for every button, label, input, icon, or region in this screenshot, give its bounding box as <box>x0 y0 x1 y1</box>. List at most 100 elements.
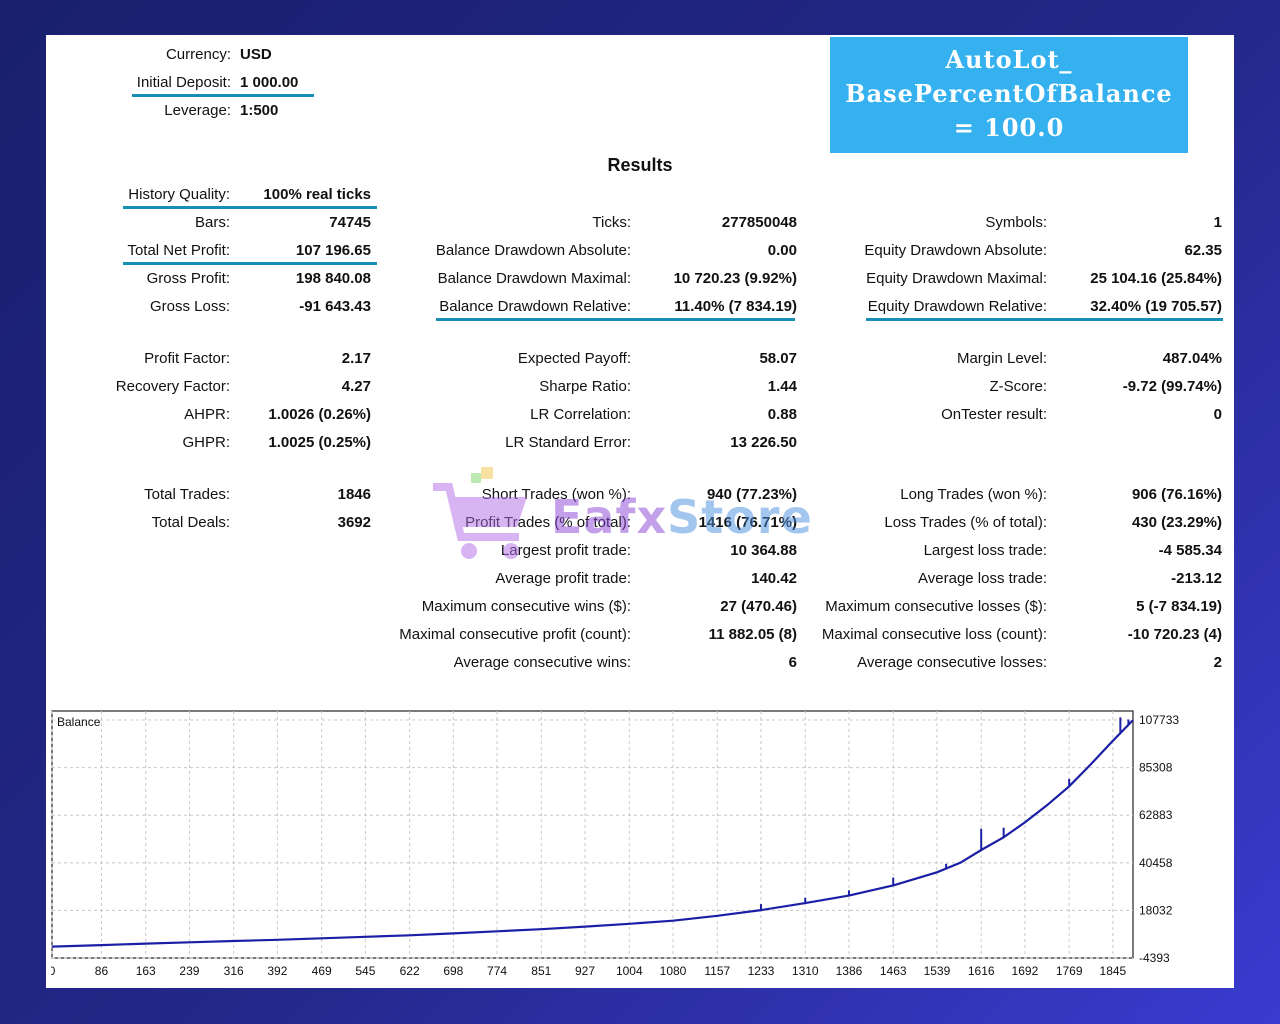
results-title: Results <box>607 155 673 175</box>
avg-cons-wins-label: Average consecutive wins: <box>453 654 631 671</box>
profit-factor-value: 2.17 <box>341 350 371 367</box>
net-profit-value: 107 196.65 <box>295 242 371 259</box>
total-trades-label: Total Trades: <box>144 486 230 503</box>
badge-line-3: = 100.0 <box>953 113 1065 142</box>
x-tick-label: 163 <box>136 964 156 978</box>
x-tick-label: 392 <box>267 964 287 978</box>
x-tick-label: 239 <box>179 964 199 978</box>
lr-standard-error-value: 13 226.50 <box>730 434 797 451</box>
x-tick-label: 1769 <box>1056 964 1083 978</box>
margin-level-value: 487.04% <box>1162 350 1222 367</box>
avg-profit-label: Average profit trade: <box>495 570 631 587</box>
x-tick-label: 469 <box>312 964 332 978</box>
x-tick-label: 1233 <box>748 964 775 978</box>
x-tick-label: 1463 <box>880 964 907 978</box>
x-tick-label: 1616 <box>968 964 995 978</box>
plot-area <box>51 710 1134 959</box>
balance-dd-relative-label: Balance Drawdown Relative: <box>439 298 631 315</box>
x-tick-label: 1080 <box>660 964 687 978</box>
ontester-label: OnTester result: <box>941 406 1047 423</box>
long-trades-value: 906 (76.16%) <box>1131 486 1222 503</box>
net-profit-underline <box>123 262 377 265</box>
y-tick-label: 40458 <box>1139 856 1173 870</box>
balance-chart: Balance 0 86 163 239 316 392 469 545 622 698 774 851… <box>49 710 1181 985</box>
ahpr-label: AHPR: <box>184 406 230 423</box>
bars-label: Bars: <box>194 214 230 231</box>
net-profit-label: Total Net Profit: <box>127 242 230 259</box>
max-cons-losses-value: 5 (-7 834.19) <box>1136 598 1222 615</box>
lr-standard-error-label: LR Standard Error: <box>505 434 631 451</box>
balance-dd-absolute-value: 0.00 <box>767 242 797 259</box>
ghpr-value: 1.0025 (0.25%) <box>268 434 371 451</box>
currency-label: Currency: <box>165 46 231 63</box>
ontester-value: 0 <box>1213 406 1222 423</box>
avg-loss-label: Average loss trade: <box>918 570 1047 587</box>
largest-loss-label: Largest loss trade: <box>923 542 1047 559</box>
maximal-cons-profit-value: 11 882.05 (8) <box>708 626 797 643</box>
balance-dd-absolute-label: Balance Drawdown Absolute: <box>435 242 631 259</box>
equity-dd-absolute-value: 62.35 <box>1184 242 1222 259</box>
expected-payoff-label: Expected Payoff: <box>517 350 631 367</box>
deposit-value: 1 000.00 <box>240 74 299 91</box>
z-score-value: -9.72 (99.74%) <box>1122 378 1222 395</box>
gross-loss-label: Gross Loss: <box>149 298 230 315</box>
max-cons-wins-label: Maximum consecutive wins ($): <box>421 598 631 615</box>
x-tick-label: 545 <box>355 964 375 978</box>
history-quality-underline <box>123 206 377 209</box>
symbols-label: Symbols: <box>985 214 1047 231</box>
report-panel: Currency: USD Initial Deposit: 1 000.00 … <box>46 35 1234 988</box>
balance-dd-maximal-value: 10 720.23 (9.92%) <box>673 270 797 287</box>
gross-profit-label: Gross Profit: <box>146 270 230 287</box>
x-tick-label: 1845 <box>1100 964 1127 978</box>
short-trades-label: Short Trades (won %): <box>481 486 631 503</box>
expected-payoff-value: 58.07 <box>759 350 797 367</box>
bars-value: 74745 <box>329 214 371 231</box>
loss-trades-label: Loss Trades (% of total): <box>884 514 1047 531</box>
x-tick-label: 1310 <box>792 964 819 978</box>
profit-factor-label: Profit Factor: <box>144 350 230 367</box>
avg-cons-losses-label: Average consecutive losses: <box>857 654 1047 671</box>
parameter-badge: AutoLot_ BasePercentOfBalance = 100.0 <box>830 37 1188 153</box>
x-tick-label: 1692 <box>1012 964 1039 978</box>
x-tick-label: 622 <box>400 964 420 978</box>
total-deals-value: 3692 <box>337 514 371 531</box>
avg-cons-wins-value: 6 <box>788 654 797 671</box>
deposit-label: Initial Deposit: <box>136 74 231 91</box>
max-cons-losses-label: Maximum consecutive losses ($): <box>825 598 1047 615</box>
avg-profit-value: 140.42 <box>751 570 797 587</box>
symbols-value: 1 <box>1213 214 1222 231</box>
x-tick-label: 316 <box>224 964 244 978</box>
largest-profit-label: Largest profit trade: <box>500 542 631 559</box>
balance-dd-relative-underline <box>436 318 795 321</box>
y-tick-label: 18032 <box>1139 903 1173 917</box>
x-tick-label: 1386 <box>836 964 863 978</box>
y-tick-label: -4393 <box>1139 951 1170 965</box>
x-tick-label: 0 <box>51 964 56 978</box>
y-tick-label: 62883 <box>1139 808 1173 822</box>
balance-line <box>51 719 1134 948</box>
x-tick-label: 698 <box>443 964 463 978</box>
history-quality-label: History Quality: <box>128 186 230 203</box>
avg-cons-losses-value: 2 <box>1213 654 1222 671</box>
lr-correlation-label: LR Correlation: <box>530 406 631 423</box>
profit-trades-label: Profit Trades (% of total): <box>465 514 631 531</box>
x-tick-label: 86 <box>95 964 109 978</box>
ghpr-label: GHPR: <box>182 434 230 451</box>
x-tick-label: 1157 <box>704 964 730 978</box>
short-trades-value: 940 (77.23%) <box>706 486 797 503</box>
margin-level-label: Margin Level: <box>956 350 1047 367</box>
badge-line-2: BasePercentOfBalance <box>845 79 1173 108</box>
maximal-cons-loss-value: -10 720.23 (4) <box>1127 626 1222 643</box>
leverage-value: 1:500 <box>240 102 279 119</box>
badge-line-1: AutoLot_ <box>945 45 1073 74</box>
balance-chart-svg: Balance 0 86 163 239 316 392 469 545 622 698 774 851… <box>49 710 1179 978</box>
x-tick-label: 851 <box>531 964 551 978</box>
profit-trades-value: 1416 (76.71%) <box>698 514 797 531</box>
ahpr-value: 1.0026 (0.26%) <box>268 406 371 423</box>
gross-loss-value: -91 643.43 <box>299 298 371 315</box>
total-deals-label: Total Deals: <box>151 514 230 531</box>
maximal-cons-profit-label: Maximal consecutive profit (count): <box>399 626 631 643</box>
long-trades-label: Long Trades (won %): <box>900 486 1047 503</box>
loss-trades-value: 430 (23.29%) <box>1131 514 1222 531</box>
largest-loss-value: -4 585.34 <box>1158 542 1222 559</box>
